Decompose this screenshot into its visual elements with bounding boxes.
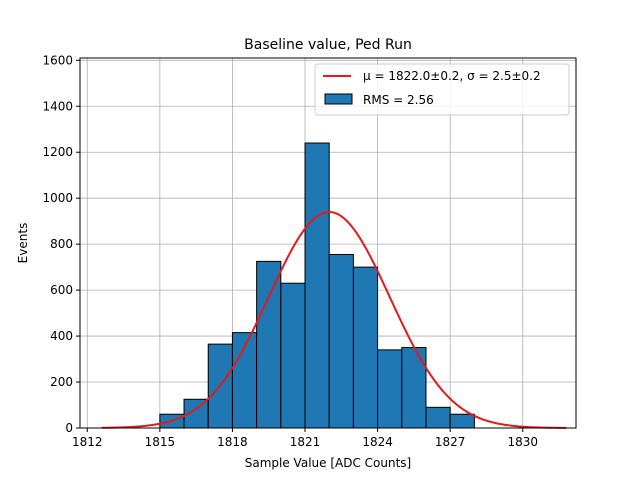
x-axis-ticks: 1812 1815 1818 1821 1824 1827 1830 <box>72 428 538 449</box>
x-tick-label: 1812 <box>72 435 103 449</box>
y-tick-label: 0 <box>65 421 73 435</box>
legend-histogram-label: RMS = 2.56 <box>363 93 434 107</box>
x-tick-label: 1827 <box>435 435 466 449</box>
y-tick-label: 1200 <box>42 145 73 159</box>
histogram-bar <box>377 349 403 429</box>
histogram-bar <box>256 260 282 429</box>
legend: μ = 1822.0±0.2, σ = 2.5±0.2 RMS = 2.56 <box>314 63 570 116</box>
legend-box <box>314 63 570 116</box>
gaussian-fit-curve <box>101 211 567 429</box>
histogram-bar <box>304 142 330 429</box>
x-axis-label: Sample Value [ADC Counts] <box>245 456 411 470</box>
histogram-bar <box>280 282 306 429</box>
y-axis-label: Events <box>16 223 30 264</box>
x-tick-label: 1815 <box>145 435 176 449</box>
x-tick-label: 1824 <box>362 435 393 449</box>
y-axis-ticks: 0 200 400 600 800 1000 1200 1400 1600 <box>42 53 80 435</box>
y-tick-label: 600 <box>50 283 73 297</box>
histogram-bar <box>425 406 451 429</box>
histogram-bar <box>328 253 354 429</box>
y-tick-label: 1600 <box>42 53 73 67</box>
y-tick-label: 1400 <box>42 99 73 113</box>
histogram-bar <box>449 413 475 429</box>
y-tick-label: 1000 <box>42 191 73 205</box>
histogram-bar <box>401 347 427 429</box>
x-tick-label: 1821 <box>290 435 321 449</box>
y-tick-label: 200 <box>50 375 73 389</box>
y-tick-label: 400 <box>50 329 73 343</box>
plot-frame <box>79 57 577 429</box>
chart-title: Baseline value, Ped Run <box>244 37 412 53</box>
x-tick-label: 1818 <box>217 435 248 449</box>
legend-histogram-swatch <box>324 93 353 105</box>
y-tick-label: 800 <box>50 237 73 251</box>
x-tick-label: 1830 <box>507 435 538 449</box>
legend-fit-label: μ = 1822.0±0.2, σ = 2.5±0.2 <box>363 69 541 83</box>
histogram-bar <box>352 266 379 429</box>
